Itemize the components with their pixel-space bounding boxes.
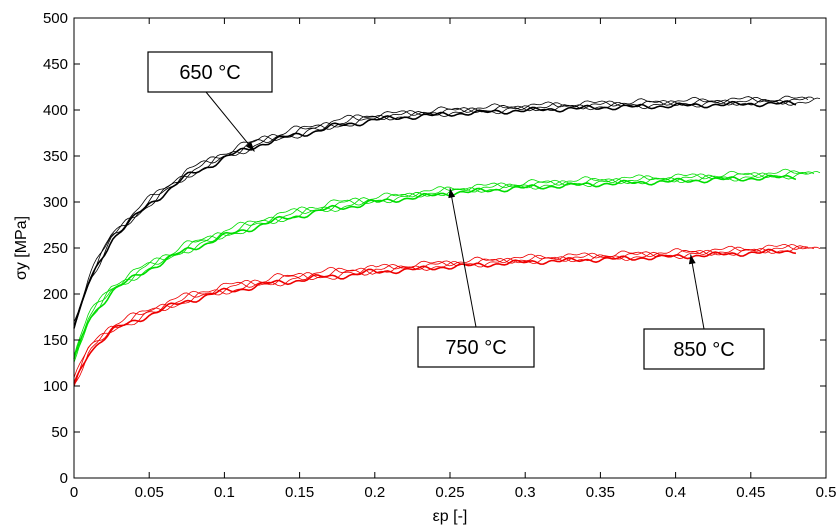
series-line [73,97,821,323]
annotation-arrowhead [448,188,456,199]
y-axis-ticks: 0 50 100 150 200 250 300 350 400 450 500 [43,10,826,487]
x-tick-label: 0.2 [364,484,385,501]
series-layer [73,95,821,387]
x-tick-label: 0.4 [665,484,686,501]
annotation-arrow [690,254,705,330]
y-axis-label: σy [MPa] [13,216,30,280]
y-tick-label: 200 [43,286,68,303]
series-line [73,168,809,357]
series-line [73,96,815,328]
series-line [73,171,821,357]
x-axis-label: εp [-] [433,508,468,525]
y-tick-label: 0 [60,470,68,487]
series-line [73,244,809,378]
annotation-box [417,326,535,368]
y-tick-label: 150 [43,332,68,349]
x-tick-label: 0 [70,484,78,501]
annotation-label: 850 °C [673,339,734,361]
x-tick-label: 0.35 [586,484,615,501]
annotation-arrow [449,188,477,328]
y-tick-label: 50 [51,424,68,441]
annotation-arrowhead [245,141,255,152]
annotation-box [643,328,765,370]
x-tick-label: 0.45 [736,484,765,501]
x-tick-label: 0.3 [515,484,536,501]
annotation-arrow [205,91,255,152]
x-tick-label: 0.1 [214,484,235,501]
y-tick-label: 450 [43,56,68,73]
annotation-box [147,51,273,93]
y-tick-label: 350 [43,148,68,165]
annotation-arrowhead [688,254,696,265]
y-tick-label: 400 [43,102,68,119]
annotation-label: 650 °C [179,62,240,84]
y-tick-label: 500 [43,10,68,27]
series-line [73,170,815,363]
y-tick-label: 100 [43,378,68,395]
y-tick-label: 300 [43,194,68,211]
annotation-label: 750 °C [445,337,506,359]
series-line [73,95,809,327]
annotation-layer: 650 °C 750 °C 850 °C [147,51,765,370]
x-tick-label: 0.5 [816,484,837,501]
x-tick-label: 0.05 [135,484,164,501]
y-tick-label: 250 [43,240,68,257]
x-tick-label: 0.15 [285,484,314,501]
x-tick-label: 0.25 [435,484,464,501]
x-axis-ticks: 0 0.05 0.1 0.15 0.2 0.25 0.3 0.35 0.4 0.45 0.5 [70,18,837,501]
